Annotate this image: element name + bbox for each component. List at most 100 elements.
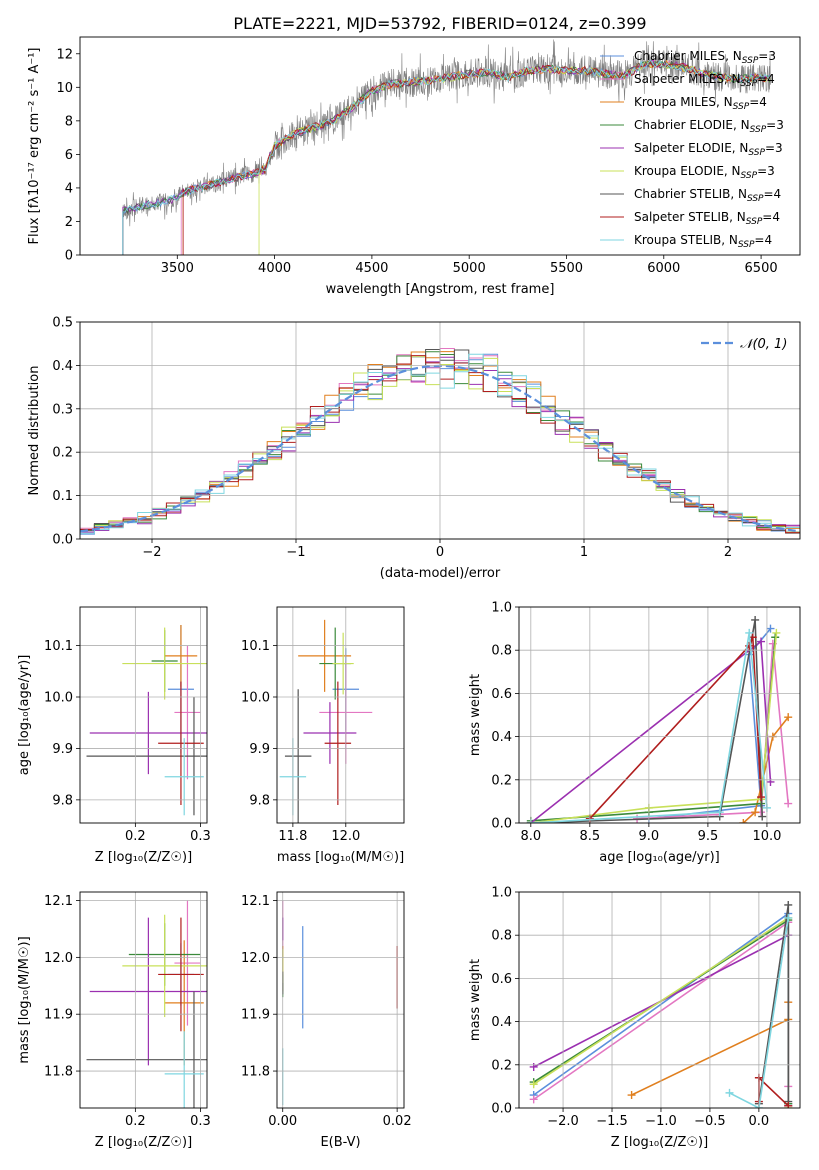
panel-spectrum: 3500 4000 4500 5000 5500 6000 6500 0 2 4 6 8 10 12 wav… xyxy=(27,36,801,297)
x-tick-label: 6500 xyxy=(745,261,778,276)
spectrum-model-line xyxy=(182,61,770,255)
y-tick-label: 0.2 xyxy=(52,446,73,461)
y-tick-label: 9.9 xyxy=(249,742,270,757)
y-tick-label: 0.4 xyxy=(491,730,512,745)
y-axis-label: mass [log₁₀(M/M☉)] xyxy=(17,936,32,1063)
mass-weight-marker xyxy=(784,799,793,808)
y-tick-label: 9.8 xyxy=(52,793,73,808)
x-axis-label: wavelength [Angstrom, rest frame] xyxy=(326,282,555,297)
x-tick-label: 0.2 xyxy=(125,829,146,844)
mass-weight-marker xyxy=(784,713,793,722)
mass-weight-marker xyxy=(766,777,775,786)
panels: 3500 4000 4500 5000 5500 6000 6500024681012wav… xyxy=(17,36,801,1150)
panel-mw_vs_Z: −2.0 −1.5 −1.0 −0.5 0.0 0.0 0.2 0.4 0.6 0.8 1.0 Z [… xyxy=(468,886,801,1150)
mass-weight-marker xyxy=(751,615,760,624)
x-tick-label: 4500 xyxy=(355,261,388,276)
legend-label: Chabrier STELIB, NSSP=4 xyxy=(634,187,781,204)
x-tick-label: 9.0 xyxy=(639,829,660,844)
y-tick-label: 11.8 xyxy=(241,1065,270,1080)
y-tick-label: 0.3 xyxy=(52,402,73,417)
y-tick-label: 11.9 xyxy=(241,1008,270,1023)
y-axis-label: mass weight xyxy=(468,674,483,756)
mass-weight-marker xyxy=(757,637,766,646)
mass-weight-marker xyxy=(784,900,793,909)
y-tick-label: 6 xyxy=(65,148,73,163)
mass-weight-marker xyxy=(757,793,766,802)
x-axis-label: age [log₁₀(age/yr)] xyxy=(599,850,720,865)
figure-title: PLATE=2221, MJD=53792, FIBERID=0124, z=0… xyxy=(233,14,646,33)
axes-frame xyxy=(79,36,801,256)
legend-label: Kroupa ELODIE, NSSP=3 xyxy=(634,164,775,181)
y-tick-label: 1.0 xyxy=(491,886,512,901)
y-tick-label: 0.4 xyxy=(491,1015,512,1030)
panel-mw_vs_age: 8.0 8.5 9.0 9.5 10.0 0.0 0.2 0.4 0.6 0.8 1.0 age [l… xyxy=(468,601,801,865)
spectrum-plot-area xyxy=(122,39,772,255)
legend-label: 𝒩(0, 1) xyxy=(740,337,787,352)
legend-label: Salpeter STELIB, NSSP=4 xyxy=(634,210,780,227)
mass-weight-marker xyxy=(715,808,724,817)
x-axis-label: Z [log₁₀(Z/Z☉)] xyxy=(95,850,192,865)
x-tick-label: 4000 xyxy=(258,261,291,276)
y-tick-label: 12.0 xyxy=(44,951,73,966)
x-axis-label: Z [log₁₀(Z/Z☉)] xyxy=(611,1135,708,1150)
y-tick-label: 10 xyxy=(56,81,73,96)
mass-weight-marker xyxy=(745,628,754,637)
mass-weight-line xyxy=(589,636,762,820)
y-tick-label: 10.0 xyxy=(241,691,270,706)
x-tick-label: 9.5 xyxy=(698,829,719,844)
x-axis-label: Z [log₁₀(Z/Z☉)] xyxy=(95,1135,192,1150)
mass-weight-marker xyxy=(758,812,767,821)
mass-weight-marker xyxy=(739,819,748,823)
x-tick-label: 0.3 xyxy=(190,1114,211,1129)
panel-mass_vs_ebv: 0.00 0.02 11.8 11.9 12.0 12.1 E(B-V) xyxy=(241,891,412,1150)
mass-weight-line xyxy=(530,632,768,823)
mw_vs_age-plot-area xyxy=(526,615,793,823)
spectrum-model-line xyxy=(122,59,770,255)
y-tick-label: 4 xyxy=(65,181,73,196)
y-tick-label: 1.0 xyxy=(491,601,512,616)
x-tick-label: 0.0 xyxy=(749,1114,770,1129)
mass-weight-marker xyxy=(529,1080,538,1089)
legend-label: Kroupa STELIB, NSSP=4 xyxy=(634,233,772,250)
axes-frame xyxy=(276,891,405,1109)
mass-weight-line xyxy=(530,619,763,823)
y-tick-label: 0.6 xyxy=(491,972,512,987)
x-tick-label: 0.02 xyxy=(383,1114,412,1129)
y-tick-label: 0.2 xyxy=(491,773,512,788)
mass_vs_ebv-plot-area xyxy=(282,900,398,1106)
x-axis-label: mass [log₁₀(M/M☉)] xyxy=(277,850,404,865)
y-tick-label: 12 xyxy=(56,47,73,62)
x-axis-label: E(B-V) xyxy=(320,1135,360,1150)
x-tick-label: −0.5 xyxy=(694,1114,726,1129)
y-tick-label: 9.9 xyxy=(52,742,73,757)
y-axis-label: Flux [fλ10⁻¹⁷ erg cm⁻² s⁻¹ A⁻¹] xyxy=(27,48,42,245)
x-tick-label: −1 xyxy=(286,545,305,560)
legend-label: Chabrier ELODIE, NSSP=3 xyxy=(634,118,784,135)
axes-frame xyxy=(79,321,801,540)
spectrum-model-line xyxy=(122,60,770,255)
age_vs_mass-plot-area xyxy=(279,619,373,823)
mass-weight-marker xyxy=(766,624,775,633)
y-tick-label: 0.0 xyxy=(52,533,73,548)
y-tick-label: 12.1 xyxy=(44,894,73,909)
y-tick-label: 2 xyxy=(65,215,73,230)
y-tick-label: 0.2 xyxy=(491,1058,512,1073)
x-tick-label: 10.0 xyxy=(752,829,781,844)
y-tick-label: 0 xyxy=(65,249,73,264)
x-tick-label: −2.0 xyxy=(547,1114,579,1129)
spectrum-model-line xyxy=(122,59,770,255)
x-tick-label: 0.00 xyxy=(268,1114,297,1129)
x-tick-label: 8.0 xyxy=(520,829,541,844)
legend-label: Salpeter MILES, NSSP=4 xyxy=(634,72,775,89)
spectrum-model-line xyxy=(258,61,771,255)
y-axis-label: age [log₁₀(age/yr)] xyxy=(17,655,32,776)
y-tick-label: 8 xyxy=(65,114,73,129)
y-tick-label: 12.0 xyxy=(241,951,270,966)
x-axis-label: (data-model)/error xyxy=(380,566,501,581)
x-tick-label: 8.5 xyxy=(579,829,600,844)
spectrum-model-line xyxy=(122,59,770,255)
axes-frame xyxy=(518,891,801,1109)
x-tick-label: −1.5 xyxy=(596,1114,628,1129)
axes-frame xyxy=(276,606,405,824)
